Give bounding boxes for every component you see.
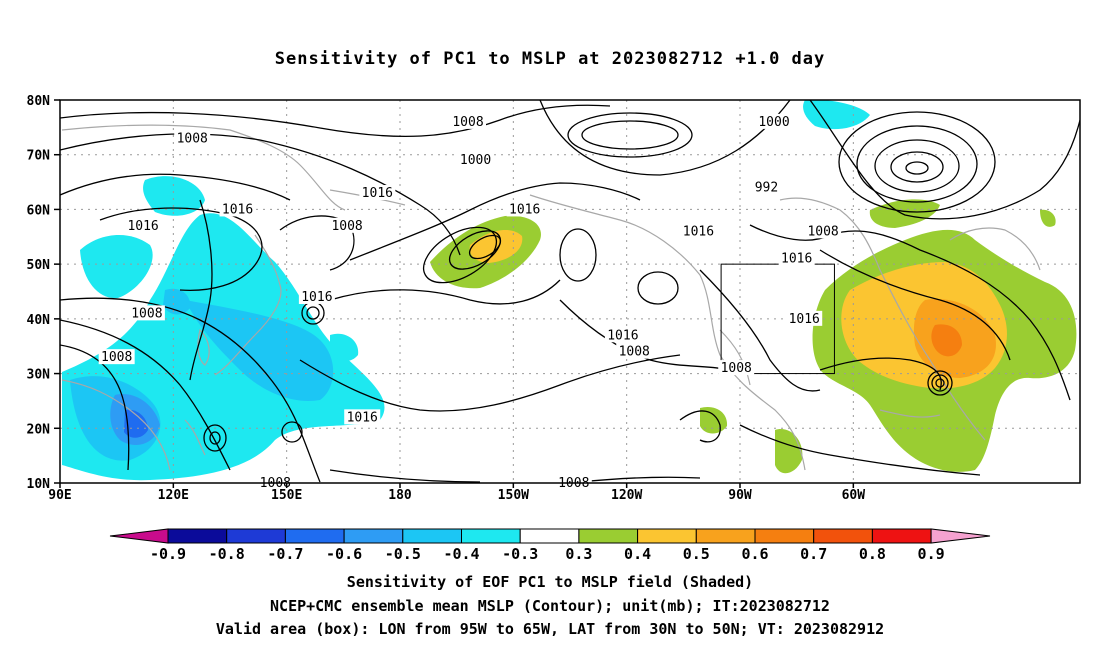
contour-label: 1008: [331, 219, 362, 234]
lon-label: 150E: [271, 488, 302, 503]
contour-label: 1000: [758, 115, 789, 130]
contour-label-bg: [344, 409, 381, 425]
contour-label-bg: [506, 201, 543, 217]
contour-label: 1008: [177, 131, 208, 146]
colorbar-label: 0.7: [800, 545, 827, 563]
contour-label-bg: [450, 113, 486, 129]
contour-label: 1016: [127, 219, 158, 234]
contour-label: 1008: [101, 350, 132, 365]
lon-label: 120W: [611, 488, 642, 503]
colorbar-label: -0.6: [326, 545, 362, 563]
coastlines: [61, 124, 1041, 471]
contour-label: 1016: [781, 252, 812, 267]
mslp-contours: [60, 100, 1080, 483]
lon-label: 60W: [842, 488, 866, 503]
colorbar-label: -0.4: [443, 545, 479, 563]
contour-label-bg: [616, 343, 653, 359]
page-title: Sensitivity of PC1 to MSLP at 2023082712…: [274, 49, 826, 69]
latitude-labels: 80N 70N 60N 50N 40N 30N 20N 10N: [27, 94, 60, 492]
longitude-labels: 90E 120E 150E 180 150W 120W 90W 60W: [48, 483, 865, 503]
colorbar-label: -0.7: [267, 545, 303, 563]
contour-label-bg: [778, 250, 815, 266]
colorbar-label: 0.8: [859, 545, 886, 563]
lat-label: 60N: [27, 203, 51, 218]
lon-label: 90W: [728, 488, 752, 503]
contour-label-bg: [680, 223, 717, 239]
lon-label: 120E: [158, 488, 189, 503]
lat-label: 20N: [27, 422, 51, 437]
contour-label: 1016: [509, 202, 540, 217]
contour-label: 1008: [452, 115, 483, 130]
colorbar-label: 0.5: [683, 545, 710, 563]
sensitivity-shading: [62, 100, 1077, 481]
contour-label-bg: [752, 179, 781, 195]
contour-label: 1016: [301, 290, 332, 305]
colorbar-label: -0.5: [385, 545, 421, 563]
contour-label-bg: [298, 288, 335, 304]
contour-label: 1016: [607, 328, 638, 343]
lat-label: 70N: [27, 149, 51, 164]
contour-label-bg: [805, 223, 842, 239]
colorbar-label: -0.9: [150, 545, 186, 563]
contour-label-bg: [457, 152, 494, 168]
colorbar-label: 0.6: [741, 545, 768, 563]
contour-label: 1008: [131, 306, 162, 321]
contour-label-bg: [125, 217, 162, 233]
lon-label: 180: [388, 488, 412, 503]
colorbar-label: -0.3: [502, 545, 538, 563]
lon-label: 150W: [498, 488, 529, 503]
contour-label-bg: [128, 305, 165, 321]
contour-label: 992: [755, 181, 778, 196]
contour-label-bg: [219, 201, 256, 217]
lat-label: 30N: [27, 368, 51, 383]
contour-label: 1000: [460, 153, 491, 168]
contour-label-bg: [98, 349, 135, 365]
caption-line-3: Valid area (box): LON from 95W to 65W, L…: [215, 620, 885, 638]
contour-label-bg: [756, 113, 792, 129]
contour-label-bg: [359, 185, 396, 201]
colorbar-label: 0.9: [918, 545, 945, 563]
lat-label: 10N: [27, 477, 51, 492]
contour-label: 1016: [789, 312, 820, 327]
contour-label-bg: [718, 360, 755, 376]
colorbar-label: 0.3: [565, 545, 592, 563]
contour-label: 1008: [807, 224, 838, 239]
contour-label-bg: [604, 327, 641, 343]
lat-label: 40N: [27, 313, 51, 328]
contour-label: 1016: [362, 186, 393, 201]
contour-label-bg: [329, 217, 366, 233]
valid-area-box: [720, 263, 835, 375]
lat-label: 50N: [27, 258, 51, 273]
caption-line-1: Sensitivity of EOF PC1 to MSLP field (Sh…: [346, 573, 754, 591]
contour-label: 1008: [619, 345, 650, 360]
caption-line-2: NCEP+CMC ensemble mean MSLP (Contour); u…: [270, 597, 830, 615]
contour-label: 1008: [721, 361, 752, 376]
contour-label: 1016: [683, 224, 714, 239]
contour-label-bg: [786, 310, 823, 326]
colorbar-label: 0.4: [624, 545, 651, 563]
colorbar-label: -0.8: [209, 545, 245, 563]
lat-label: 80N: [27, 94, 51, 109]
sensitivity-map: 1008 1016 1016 1008 1008 1008 1016 1016 1016 1008…: [27, 94, 1081, 503]
map-frame: [59, 99, 1081, 484]
contour-label: 1016: [222, 202, 253, 217]
contour-label: 1016: [347, 410, 378, 425]
lon-label: 90E: [48, 488, 71, 503]
contour-label-bg: [174, 130, 211, 146]
contour-labels: 1008 1016 1016 1008 1008 1008 1016 1016 1016 1008…: [98, 113, 842, 491]
